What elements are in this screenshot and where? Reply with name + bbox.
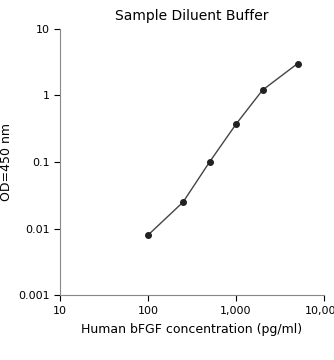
X-axis label: Human bFGF concentration (pg/ml): Human bFGF concentration (pg/ml) <box>81 323 303 336</box>
Y-axis label: OD=450 nm: OD=450 nm <box>0 123 12 201</box>
Title: Sample Diluent Buffer: Sample Diluent Buffer <box>115 9 269 23</box>
